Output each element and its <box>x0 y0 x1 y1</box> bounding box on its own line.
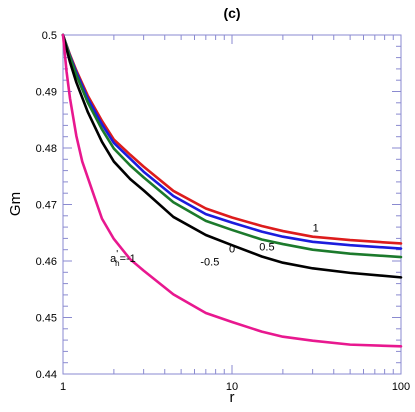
curve-label: a' h=-1 <box>110 249 136 268</box>
series-line-1 <box>61 33 403 250</box>
series-line-4 <box>61 33 403 348</box>
x-tick-label: 1 <box>60 381 66 393</box>
curve-label: 0.5 <box>259 241 274 253</box>
y-tick-label: 0.46 <box>36 256 57 268</box>
curve-label: -0.5 <box>200 257 219 269</box>
y-tick-label: 0.44 <box>36 369 57 381</box>
y-axis-label: Gm <box>7 192 24 216</box>
series-lines <box>61 33 403 348</box>
y-tick-label: 0.47 <box>36 200 57 212</box>
series-line-0 <box>61 33 403 245</box>
y-tick-label: 0.5 <box>42 30 57 42</box>
x-tick-label: 100 <box>392 381 410 393</box>
y-tick-label: 0.45 <box>36 313 57 325</box>
curve-annotations: 1 0.5 0 -0.5 a' h=-1 <box>110 223 319 269</box>
series-line-3 <box>61 33 403 279</box>
chart-title: (c) <box>223 5 240 21</box>
series-line-2 <box>61 33 403 259</box>
curve-label: 0 <box>229 244 235 256</box>
curve-label: 1 <box>313 223 319 235</box>
y-tick-label: 0.49 <box>36 87 57 99</box>
x-axis-label: r <box>230 389 235 406</box>
y-tick-label: 0.48 <box>36 143 57 155</box>
x-tick-label: 10 <box>226 381 238 393</box>
